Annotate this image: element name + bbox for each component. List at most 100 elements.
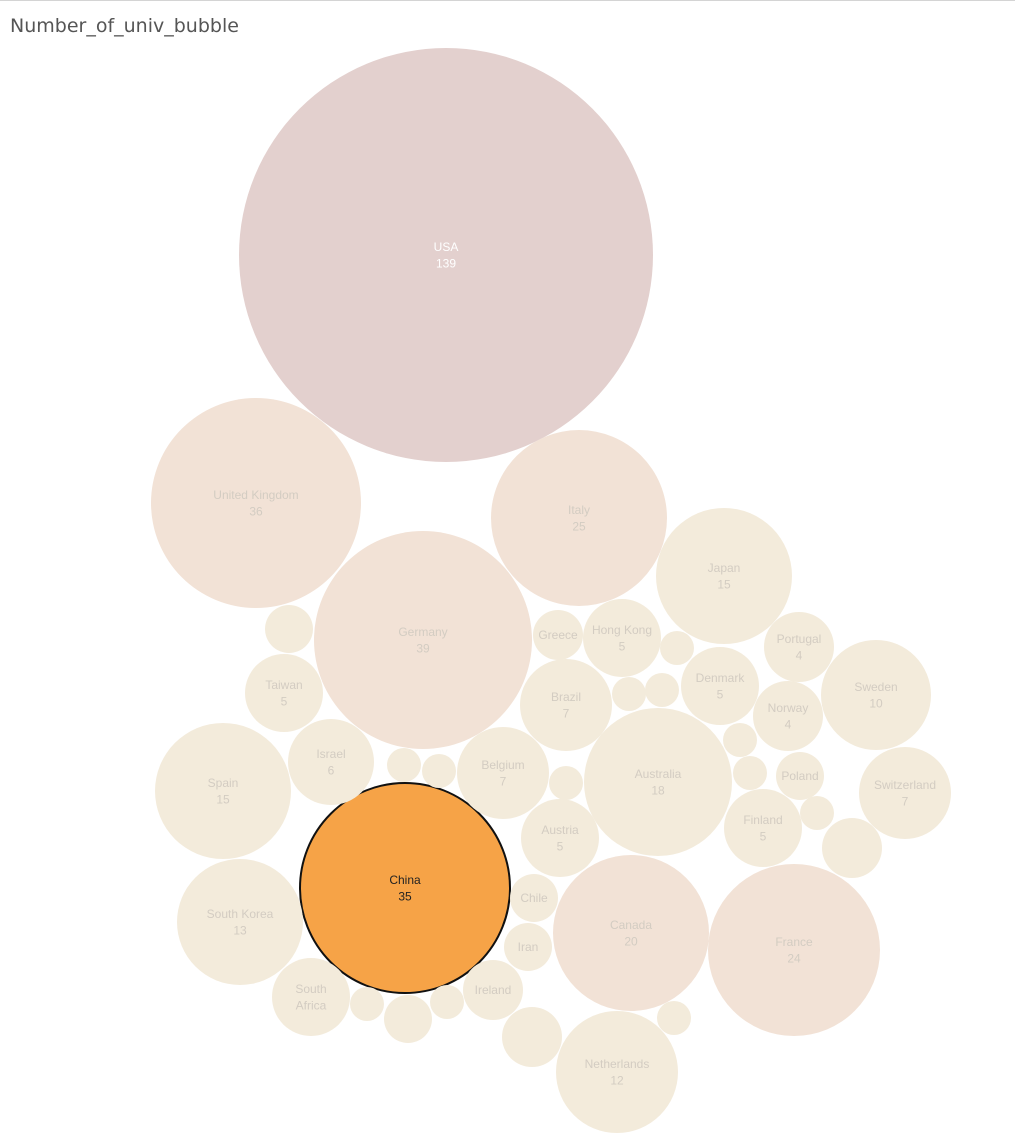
bubble-china-circle[interactable] [299,782,511,994]
bubble-norway[interactable]: Norway 4 [753,681,823,751]
bubble-unlabeled-5[interactable] [723,723,757,757]
bubble-netherlands-circle[interactable] [556,1011,678,1133]
bubble-unlabeled-12-circle[interactable] [350,987,384,1021]
bubble-austria[interactable]: Austria 5 [521,799,599,877]
bubble-japan-circle[interactable] [656,508,792,644]
bubble-unlabeled-10[interactable] [387,748,421,782]
bubble-unlabeled-11[interactable] [422,754,456,788]
bubble-italy-circle[interactable] [491,430,667,606]
bubble-iran-circle[interactable] [504,923,552,971]
bubble-australia[interactable]: Australia 18 [584,708,732,856]
bubble-unlabeled-16-circle[interactable] [657,1001,691,1035]
bubble-canada-circle[interactable] [553,855,709,1011]
bubble-switzerland-circle[interactable] [859,747,951,839]
bubble-germany-value: 39 [416,641,430,655]
bubble-unlabeled-3-circle[interactable] [612,677,646,711]
bubble-unlabeled-14-circle[interactable] [384,995,432,1043]
bubble-usa-circle[interactable] [239,48,653,462]
bubble-spain[interactable]: Spain 15 [155,723,291,859]
bubble-hong-kong[interactable]: Hong Kong 5 [583,599,661,677]
bubble-sweden[interactable]: Sweden 10 [821,640,931,750]
bubble-taiwan-circle[interactable] [245,654,323,732]
bubble-unlabeled-9-circle[interactable] [549,766,583,800]
bubble-hong-kong-circle[interactable] [583,599,661,677]
bubble-unlabeled-12[interactable] [350,987,384,1021]
bubble-denmark[interactable]: Denmark 5 [681,647,759,725]
bubble-unlabeled-1-circle[interactable] [265,605,313,653]
bubble-france-circle[interactable] [708,864,880,1036]
bubble-australia-circle[interactable] [584,708,732,856]
bubble-netherlands[interactable]: Netherlands 12 [556,1011,678,1133]
bubble-germany-circle[interactable] [314,531,532,749]
bubble-unlabeled-13-circle[interactable] [430,985,464,1019]
bubble-chile[interactable]: Chile [510,874,558,922]
bubble-south-korea-circle[interactable] [177,859,303,985]
bubble-ireland-label: Ireland [475,983,512,997]
bubble-unlabeled-8-circle[interactable] [822,818,882,878]
bubble-china-value: 35 [398,889,412,903]
bubble-finland-label: Finland [743,813,782,827]
bubble-belgium-circle[interactable] [457,727,549,819]
bubble-unlabeled-2[interactable] [660,631,694,665]
bubble-china[interactable]: China 35 [299,782,511,994]
bubble-portugal[interactable]: Portugal 4 [764,612,834,682]
bubble-unlabeled-10-circle[interactable] [387,748,421,782]
bubble-unlabeled-16[interactable] [657,1001,691,1035]
bubble-unlabeled-6-circle[interactable] [733,756,767,790]
bubble-unlabeled-7-circle[interactable] [800,796,834,830]
bubble-unlabeled-6[interactable] [733,756,767,790]
bubble-italy[interactable]: Italy 25 [491,430,667,606]
bubble-unlabeled-5-circle[interactable] [723,723,757,757]
bubble-israel[interactable]: Israel 6 [288,719,374,805]
bubble-canada[interactable]: Canada 20 [553,855,709,1011]
bubble-usa[interactable]: USA 139 [239,48,653,462]
bubble-poland-circle[interactable] [776,752,824,800]
bubble-united-kingdom[interactable]: United Kingdom 36 [151,398,361,608]
bubble-unlabeled-11-circle[interactable] [422,754,456,788]
bubble-sweden-circle[interactable] [821,640,931,750]
bubble-germany[interactable]: Germany 39 [314,531,532,749]
bubble-taiwan[interactable]: Taiwan 5 [245,654,323,732]
bubble-south-africa-label-2: Africa [296,998,327,1012]
bubble-unlabeled-3[interactable] [612,677,646,711]
bubble-unlabeled-1[interactable] [265,605,313,653]
bubble-greece[interactable]: Greece [533,610,583,660]
bubble-unlabeled-4[interactable] [645,673,679,707]
bubble-unlabeled-15[interactable] [502,1007,562,1067]
bubble-ireland-circle[interactable] [463,960,523,1020]
bubble-japan[interactable]: Japan 15 [656,508,792,644]
bubble-unlabeled-2-circle[interactable] [660,631,694,665]
bubble-brazil[interactable]: Brazil 7 [520,659,612,751]
bubble-south-korea[interactable]: South Korea 13 [177,859,303,985]
bubble-united-kingdom-circle[interactable] [151,398,361,608]
bubble-unlabeled-8[interactable] [822,818,882,878]
bubble-finland-circle[interactable] [724,789,802,867]
bubble-belgium[interactable]: Belgium 7 [457,727,549,819]
bubble-portugal-circle[interactable] [764,612,834,682]
bubble-brazil-circle[interactable] [520,659,612,751]
bubble-france[interactable]: France 24 [708,864,880,1036]
bubble-unlabeled-7[interactable] [800,796,834,830]
bubble-taiwan-value: 5 [281,694,288,708]
bubble-unlabeled-14[interactable] [384,995,432,1043]
bubble-south-africa-circle[interactable] [272,958,350,1036]
bubble-switzerland[interactable]: Switzerland 7 [859,747,951,839]
bubble-israel-circle[interactable] [288,719,374,805]
bubble-iran[interactable]: Iran [504,923,552,971]
bubble-greece-circle[interactable] [533,610,583,660]
bubble-unlabeled-4-circle[interactable] [645,673,679,707]
bubble-sweden-label: Sweden [854,680,897,694]
bubble-usa-label: USA [434,240,459,254]
bubble-unlabeled-13[interactable] [430,985,464,1019]
bubble-finland[interactable]: Finland 5 [724,789,802,867]
bubble-denmark-circle[interactable] [681,647,759,725]
bubble-poland[interactable]: Poland [776,752,824,800]
bubble-spain-circle[interactable] [155,723,291,859]
bubble-norway-circle[interactable] [753,681,823,751]
bubble-austria-circle[interactable] [521,799,599,877]
bubble-ireland[interactable]: Ireland [463,960,523,1020]
bubble-unlabeled-15-circle[interactable] [502,1007,562,1067]
bubble-chile-circle[interactable] [510,874,558,922]
bubble-unlabeled-9[interactable] [549,766,583,800]
bubble-south-africa[interactable]: South Africa [272,958,350,1036]
